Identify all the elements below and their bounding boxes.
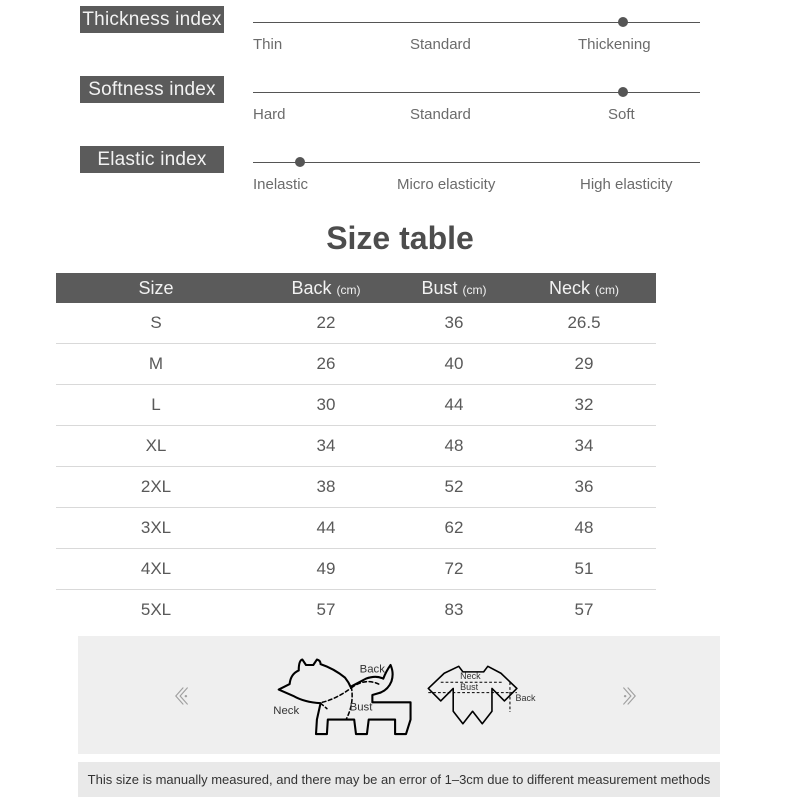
svg-text:Back: Back xyxy=(360,663,386,675)
svg-text:Bust: Bust xyxy=(350,701,374,713)
svg-text:Neck: Neck xyxy=(460,671,481,681)
svg-text:Neck: Neck xyxy=(273,705,299,717)
svg-text:Back: Back xyxy=(515,693,535,703)
svg-text:Bust: Bust xyxy=(460,682,478,692)
